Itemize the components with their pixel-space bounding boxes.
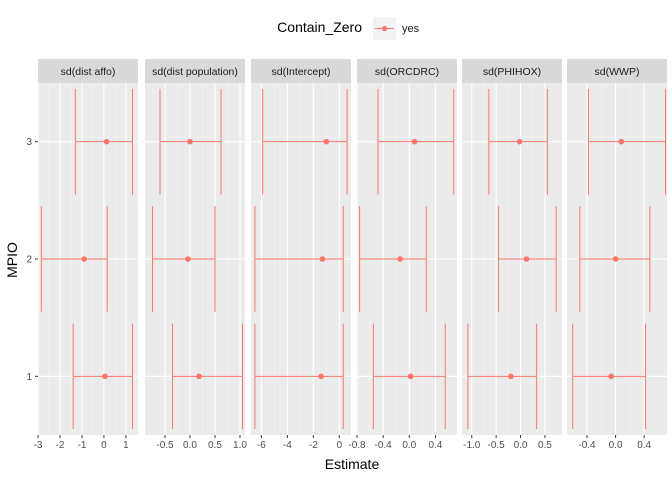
x-tick-label: 0.0 — [609, 440, 623, 451]
legend-key-point — [381, 25, 388, 32]
facet-strip — [145, 59, 245, 83]
facet-panel: sd(dist population) -0.5 0.0 0.5 1.0 — [145, 59, 247, 451]
x-tick-label: -0.4 — [375, 440, 393, 451]
facet-panel: sd(Intercept) -6 -4 -2 0 — [251, 59, 351, 451]
estimate-point — [185, 256, 191, 262]
estimate-point — [103, 138, 110, 145]
y-axis: 1 2 3 — [26, 137, 38, 383]
x-tick-label: -6 — [257, 440, 266, 451]
x-tick-label: -2 — [56, 440, 65, 451]
facet-panel: sd(WWP) -0.4 0.0 0.4 — [567, 59, 667, 451]
facet-strip — [251, 59, 351, 83]
x-tick-label: 0.0 — [402, 440, 416, 451]
estimate-point — [612, 256, 619, 262]
x-tick-label: -1 — [78, 440, 87, 451]
estimate-point — [407, 373, 414, 380]
estimate-point — [411, 138, 418, 145]
x-tick-label: -0.5 — [156, 440, 174, 451]
estimate-point — [618, 138, 625, 145]
facet-strip — [567, 59, 667, 83]
x-axis-title: Estimate — [325, 456, 380, 472]
x-tick-label: 0.4 — [428, 440, 442, 451]
x-tick-label: 0.0 — [514, 440, 528, 451]
x-tick-label: 0.5 — [538, 440, 552, 451]
estimate-point — [187, 138, 193, 145]
estimate-point — [507, 373, 514, 380]
y-tick-label: 2 — [26, 255, 32, 266]
facet-strip — [357, 59, 457, 83]
estimate-point — [319, 256, 326, 262]
facet-panel: sd(ORCDRC) -0.8 -0.4 0.0 0.4 — [348, 59, 457, 451]
x-tick-label: 1.0 — [233, 440, 247, 451]
x-tick-label: 0.4 — [637, 440, 651, 451]
estimate-point — [608, 373, 615, 380]
estimate-point — [196, 373, 202, 380]
x-tick-label: -2 — [309, 440, 318, 451]
facet-panel: sd(dist affo) -3 -2 -1 0 1 — [34, 59, 138, 451]
estimate-point — [323, 138, 330, 145]
x-tick-label: -4 — [283, 440, 292, 451]
facet-strip-label: sd(dist affo) — [61, 66, 116, 78]
estimate-point — [516, 138, 523, 145]
x-tick-label: 0 — [101, 440, 107, 451]
x-tick-label: 0.5 — [208, 440, 222, 451]
estimate-point — [81, 256, 87, 262]
y-axis-title: MPIO — [4, 242, 20, 278]
x-tick-label: 0 — [337, 440, 343, 451]
facet-strip-label: sd(Intercept) — [272, 66, 331, 78]
facet-strip — [462, 59, 562, 83]
legend: Contain_Zero yes — [277, 17, 420, 40]
estimate-point — [318, 373, 324, 380]
x-tick-label: -1.0 — [463, 440, 481, 451]
x-tick-label: -0.4 — [578, 440, 596, 451]
y-tick-label: 1 — [26, 372, 32, 383]
facet-panel: sd(PHIHOX) -1.0 -0.5 0.0 0.5 — [462, 59, 562, 451]
facet-strip-label: sd(ORCDRC) — [375, 66, 439, 78]
facet-strip-label: sd(PHIHOX) — [483, 66, 541, 78]
legend-entry-label: yes — [402, 23, 420, 35]
estimate-point — [523, 256, 530, 262]
x-tick-label: 0.0 — [183, 440, 197, 451]
estimate-point — [102, 373, 108, 380]
x-tick-label: 1 — [123, 440, 129, 451]
facet-strip-label: sd(dist population) — [152, 66, 238, 78]
x-tick-label: -3 — [34, 440, 43, 451]
y-tick-label: 3 — [26, 137, 32, 148]
x-tick-label: -0.8 — [348, 440, 366, 451]
facet-strip-label: sd(WWP) — [595, 66, 640, 78]
facet-panels: sd(dist affo) -3 -2 -1 0 1 sd(dist population)… — [34, 59, 667, 451]
x-tick-label: -0.5 — [488, 440, 506, 451]
facet-strip — [38, 59, 138, 83]
legend-title: Contain_Zero — [277, 19, 362, 35]
estimate-point — [397, 256, 403, 262]
